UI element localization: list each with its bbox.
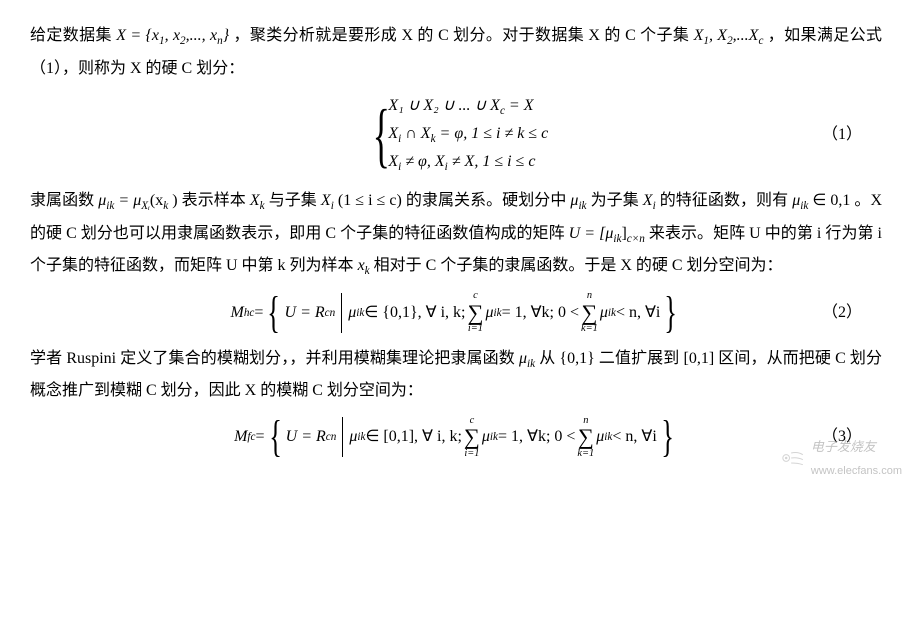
math: Xk <box>250 192 265 209</box>
math: μik <box>792 192 808 209</box>
left-brace-icon: { <box>268 291 281 335</box>
text: ) 表示样本 <box>172 192 250 209</box>
sigma-icon: n ∑ k=1 <box>581 291 598 334</box>
left-brace-icon: { <box>269 415 282 459</box>
text: 学者 Ruspini 定义了集合的模糊划分，，并利用模糊集理论把隶属函数 <box>30 350 519 367</box>
equation-3: Mfc = { U = Rcn μik ∈ [0,1], ∀ i, k; c ∑… <box>30 415 882 459</box>
math: X1, X2,...Xc <box>694 27 768 44</box>
text: (1 ≤ i ≤ c) 的隶属关系。硬划分中 <box>338 192 571 209</box>
text: ，聚类分析就是要形成 X 的 C 划分。对于数据集 X 的 C 个子集 <box>233 27 693 44</box>
math: Xi <box>321 192 334 209</box>
text: 与子集 <box>269 192 321 209</box>
math: Xi <box>643 192 656 209</box>
left-brace-icon: { <box>372 99 389 171</box>
text: 相对于 C 个子集的隶属函数。于是 X 的硬 C 划分空间为： <box>374 257 783 274</box>
elecfans-logo-icon <box>779 448 805 468</box>
watermark-zh: 电子发烧友 <box>811 434 902 460</box>
math: U = [μik]c×n <box>569 225 649 242</box>
watermark: 电子发烧友 www.elecfans.com <box>779 434 902 482</box>
paragraph-3: 学者 Ruspini 定义了集合的模糊划分，，并利用模糊集理论把隶属函数 μik… <box>30 343 882 408</box>
text: 为子集 <box>591 192 643 209</box>
math: μik <box>519 350 535 367</box>
math: μik <box>570 192 586 209</box>
eq-line: Xi ≠ φ, Xi ≠ X, 1 ≤ i ≤ c <box>388 149 548 177</box>
math: xk <box>358 257 370 274</box>
equation-1: { X₁ ∪ X₂ ∪ ... ∪ Xc = X Xi ∩ Xk = φ, 1 … <box>30 93 882 177</box>
watermark-text: 电子发烧友 www.elecfans.com <box>811 434 902 482</box>
paragraph-2: 隶属函数 μik = μXᵢ(xk ) 表示样本 Xk 与子集 Xi (1 ≤ … <box>30 185 882 283</box>
text: 给定数据集 <box>30 27 116 44</box>
eq-line: Xi ∩ Xk = φ, 1 ≤ i ≠ k ≤ c <box>388 121 548 149</box>
text: 隶属函数 <box>30 192 98 209</box>
paragraph-1: 给定数据集 X = {x1, x2,..., xn} ，聚类分析就是要形成 X … <box>30 20 882 85</box>
sigma-icon: n ∑ k=1 <box>577 416 594 459</box>
math: X = {x1, x2,..., xn} <box>116 27 233 44</box>
text: 的特征函数，则有 <box>660 192 792 209</box>
divider-icon <box>342 417 343 457</box>
equation-2: Mhc = { U = Rcn μik ∈ {0,1}, ∀ i, k; c ∑… <box>30 291 882 335</box>
eq-line: X₁ ∪ X₂ ∪ ... ∪ Xc = X <box>388 93 548 121</box>
equation-label: （1） <box>822 119 862 151</box>
sigma-icon: c ∑ i=1 <box>464 416 480 459</box>
divider-icon <box>341 293 342 333</box>
right-brace-icon: } <box>661 415 674 459</box>
watermark-en: www.elecfans.com <box>811 460 902 482</box>
sigma-icon: c ∑ i=1 <box>467 291 483 334</box>
right-brace-icon: } <box>665 291 678 335</box>
equation-label: （2） <box>822 297 862 329</box>
math: μik = μXᵢ(xk <box>98 192 172 209</box>
